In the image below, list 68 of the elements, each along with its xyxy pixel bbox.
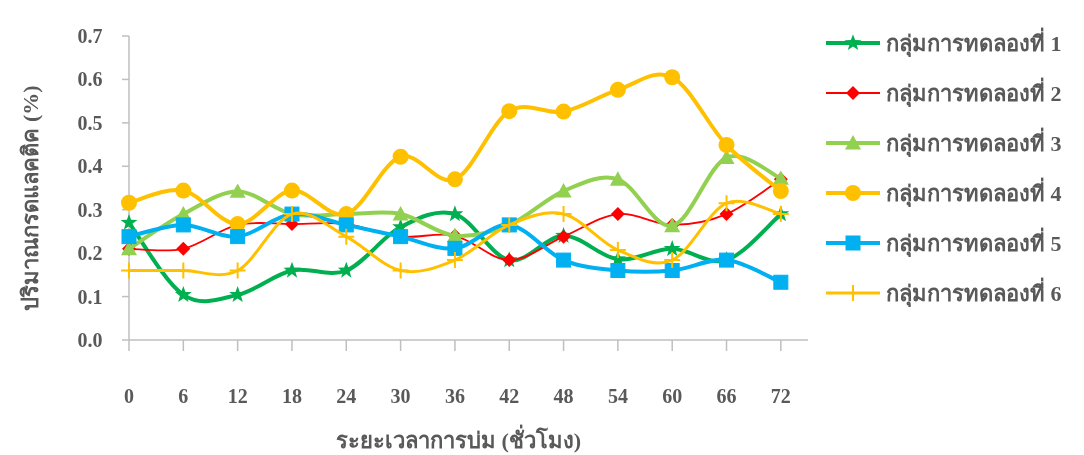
x-tick-label: 42 — [499, 385, 520, 407]
point — [230, 229, 246, 245]
legend-label: กลุ่มการทดลองที่ 1 — [886, 26, 1062, 58]
x-tick-label: 66 — [716, 385, 737, 407]
y-tick-label: 0.7 — [77, 25, 103, 47]
x-tick-label: 12 — [227, 385, 248, 407]
point — [120, 213, 138, 230]
point — [392, 148, 409, 165]
point — [555, 103, 572, 120]
point — [337, 227, 356, 246]
x-axis-title: ระยะเวลาการบ่ม (ชั่วโมง) — [335, 423, 582, 453]
x-tick-label: 18 — [281, 385, 302, 407]
point — [610, 207, 625, 222]
point — [447, 240, 463, 256]
point — [664, 263, 680, 279]
x-tick-label: 0 — [124, 385, 134, 407]
point — [283, 182, 300, 199]
point — [174, 286, 192, 302]
point — [718, 137, 735, 154]
point — [501, 103, 518, 120]
x-tick-label: 6 — [178, 385, 189, 407]
point — [555, 183, 572, 198]
y-tick-label: 0.6 — [77, 68, 103, 91]
point — [229, 183, 246, 198]
point — [175, 182, 192, 199]
point — [717, 194, 736, 213]
y-axis-title: ปริมาณกรดแลคติค (%) — [17, 85, 43, 311]
legend-label: กลุ่มการทดลองที่ 5 — [886, 226, 1062, 258]
legend-label: กลุ่มการทดลองที่ 6 — [886, 276, 1062, 308]
legend-label: กลุ่มการทดลองที่ 3 — [886, 126, 1062, 158]
point — [175, 217, 191, 233]
point — [664, 69, 681, 86]
point — [446, 171, 463, 188]
point — [608, 241, 627, 260]
point — [391, 261, 410, 280]
y-tick-label: 0.0 — [77, 329, 103, 351]
point — [337, 261, 355, 278]
point — [445, 251, 464, 270]
y-tick-label: 0.2 — [77, 242, 103, 265]
legend-label: กลุ่มการทดลองที่ 4 — [886, 176, 1062, 208]
point — [609, 81, 626, 98]
point — [176, 241, 191, 256]
point — [228, 261, 247, 280]
y-tick-label: 0.5 — [77, 111, 103, 134]
point — [283, 261, 301, 278]
x-tick-label: 72 — [770, 385, 791, 407]
x-tick-label: 60 — [662, 385, 683, 407]
point — [392, 206, 409, 221]
y-tick-label: 0.1 — [77, 285, 103, 308]
point — [121, 229, 137, 245]
legend-label: กลุ่มการทดลองที่ 2 — [886, 76, 1062, 108]
x-tick-label: 24 — [336, 385, 357, 407]
point — [121, 194, 137, 211]
point — [609, 171, 626, 186]
y-tick-label: 0.4 — [77, 155, 103, 178]
x-tick-label: 48 — [553, 385, 574, 407]
point — [663, 251, 682, 270]
x-tick-label: 30 — [390, 385, 411, 407]
x-tick-label: 54 — [607, 385, 628, 407]
point — [554, 205, 573, 224]
point — [663, 240, 681, 256]
x-tick-label: 36 — [444, 385, 465, 407]
y-tick-label: 0.3 — [77, 198, 103, 221]
point — [610, 263, 626, 279]
point — [772, 183, 789, 200]
point — [556, 252, 572, 268]
point — [719, 207, 734, 222]
point — [773, 274, 789, 290]
